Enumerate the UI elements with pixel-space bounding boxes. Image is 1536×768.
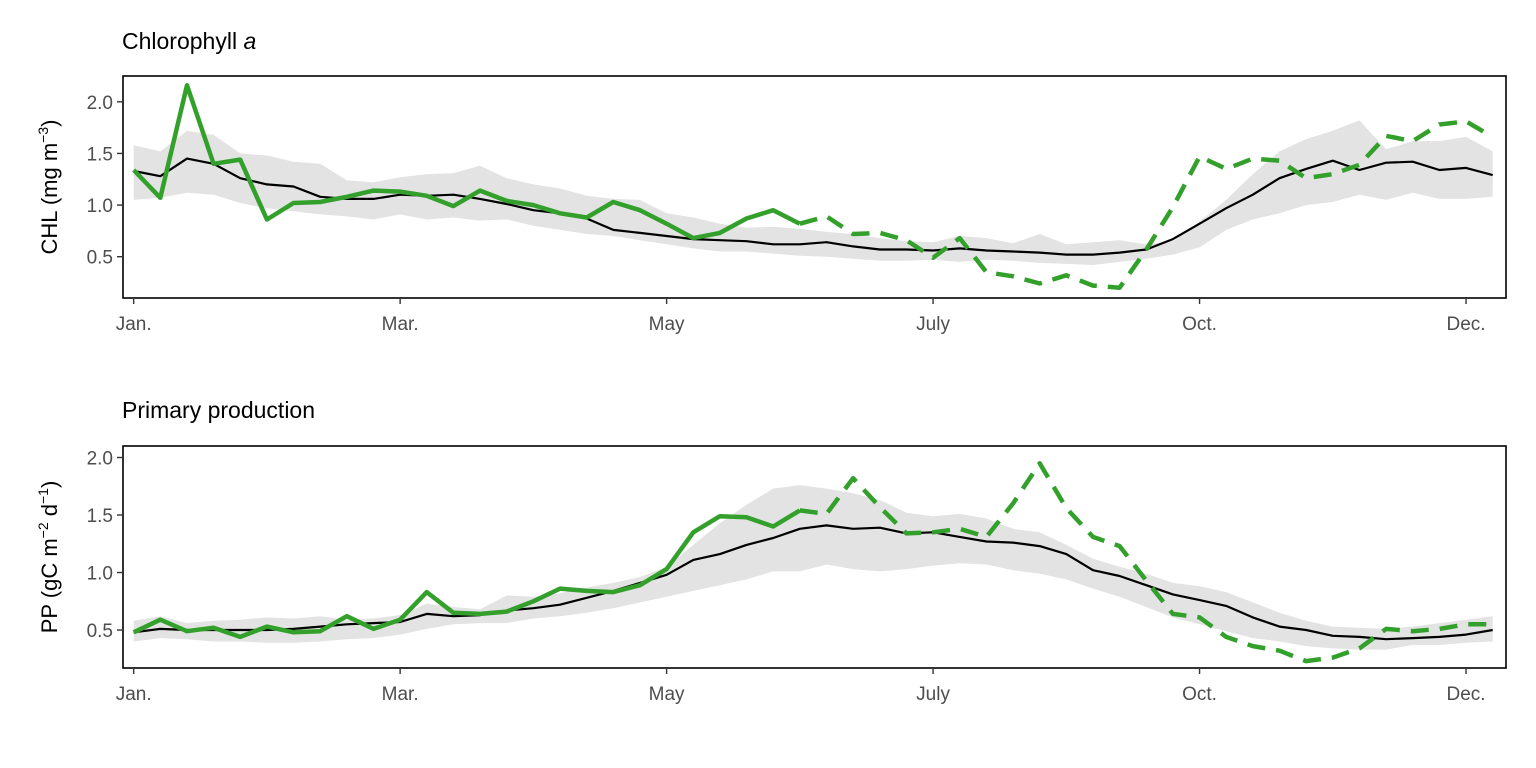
chl-x-tick-label: Jan. <box>116 314 152 335</box>
pp-y-axis: 0.5 1.0 1.5 2.0 <box>87 449 123 642</box>
pp-line-layer <box>132 461 1493 664</box>
chl-x-tick-label: July <box>916 314 950 335</box>
pp-observed-line <box>132 508 801 640</box>
pp-x-tick-label: Jan. <box>116 684 152 705</box>
pp-x-tick-label: Oct. <box>1182 684 1217 705</box>
pp-y-tick-label: 1.5 <box>87 506 113 527</box>
chl-title-text: Chlorophyll <box>122 28 237 54</box>
pp-y-tick-label: 1.0 <box>87 564 113 585</box>
pp-forecast-dashed-line <box>799 461 1493 664</box>
chl-x-axis: Jan. Mar. May July Oct. Dec. <box>116 298 1486 335</box>
pp-panel-frame <box>122 445 1507 669</box>
pp-x-tick-label: Dec. <box>1446 684 1485 705</box>
chl-climatology-line <box>133 157 1493 256</box>
chl-panel-frame <box>122 75 1507 299</box>
pp-band-layer <box>133 485 1493 650</box>
chl-panel-title: Chlorophyll a <box>122 28 256 54</box>
pp-y-tick-label: 2.0 <box>87 449 113 470</box>
chl-observed-line <box>132 83 801 241</box>
pp-climatology-range-band <box>133 485 1493 650</box>
pp-x-tick-label: May <box>649 684 685 705</box>
chl-x-tick-label: Oct. <box>1182 314 1217 335</box>
chl-title-italic: a <box>243 28 256 54</box>
pp-x-tick-label: Mar. <box>382 684 419 705</box>
chl-y-axis-title: CHL (mg m−3) <box>35 120 62 255</box>
chl-forecast-dashed-line <box>799 119 1494 290</box>
pp-panel-title: Primary production <box>122 397 315 423</box>
chl-x-tick-label: May <box>649 314 685 335</box>
pp-x-axis: Jan. Mar. May July Oct. Dec. <box>116 668 1486 705</box>
pp-y-tick-label: 0.5 <box>87 621 113 642</box>
chl-y-tick-label: 1.5 <box>87 144 113 165</box>
chl-y-axis: 0.5 1.0 1.5 2.0 <box>87 93 123 269</box>
pp-x-tick-label: July <box>916 684 950 705</box>
chl-y-tick-label: 2.0 <box>87 93 113 114</box>
chl-x-tick-label: Dec. <box>1446 314 1485 335</box>
chl-y-tick-label: 0.5 <box>87 248 113 269</box>
chl-x-tick-label: Mar. <box>382 314 419 335</box>
chl-line-layer <box>132 83 1494 290</box>
chl-plot-panel: 0.5 1.0 1.5 2.0 Jan. Mar. May July Oct. Dec. <box>87 75 1507 335</box>
pp-plot-panel: 0.5 1.0 1.5 2.0 Jan. Mar. May July Oct. Dec. <box>87 445 1507 705</box>
chl-y-tick-label: 1.0 <box>87 196 113 217</box>
pp-y-axis-title: PP (gC m−2 d−1) <box>35 481 62 634</box>
